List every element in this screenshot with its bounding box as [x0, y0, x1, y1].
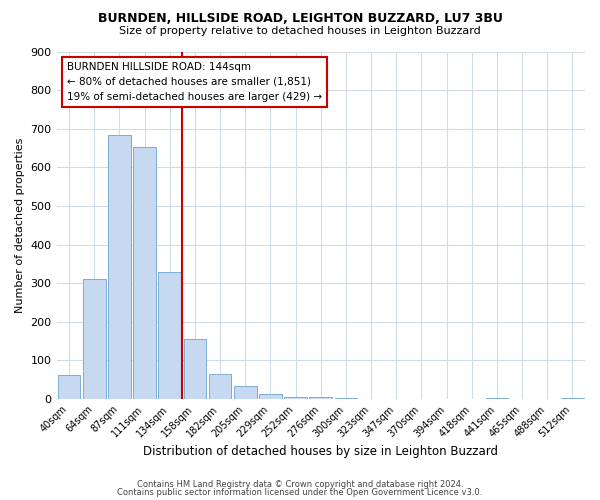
- Bar: [209, 374, 232, 399]
- Y-axis label: Number of detached properties: Number of detached properties: [15, 138, 25, 313]
- Bar: [158, 272, 181, 399]
- Bar: [184, 339, 206, 399]
- Bar: [284, 397, 307, 399]
- Text: Contains public sector information licensed under the Open Government Licence v3: Contains public sector information licen…: [118, 488, 482, 497]
- Bar: [83, 279, 106, 399]
- Bar: [108, 134, 131, 399]
- Text: Contains HM Land Registry data © Crown copyright and database right 2024.: Contains HM Land Registry data © Crown c…: [137, 480, 463, 489]
- Bar: [561, 398, 584, 399]
- Bar: [234, 386, 257, 399]
- Bar: [310, 397, 332, 399]
- Text: BURNDEN, HILLSIDE ROAD, LEIGHTON BUZZARD, LU7 3BU: BURNDEN, HILLSIDE ROAD, LEIGHTON BUZZARD…: [98, 12, 502, 26]
- Text: BURNDEN HILLSIDE ROAD: 144sqm
← 80% of detached houses are smaller (1,851)
19% o: BURNDEN HILLSIDE ROAD: 144sqm ← 80% of d…: [67, 62, 322, 102]
- Bar: [259, 394, 282, 399]
- Bar: [335, 398, 357, 399]
- Bar: [58, 375, 80, 399]
- X-axis label: Distribution of detached houses by size in Leighton Buzzard: Distribution of detached houses by size …: [143, 444, 498, 458]
- Bar: [485, 398, 508, 399]
- Bar: [133, 147, 156, 399]
- Text: Size of property relative to detached houses in Leighton Buzzard: Size of property relative to detached ho…: [119, 26, 481, 36]
